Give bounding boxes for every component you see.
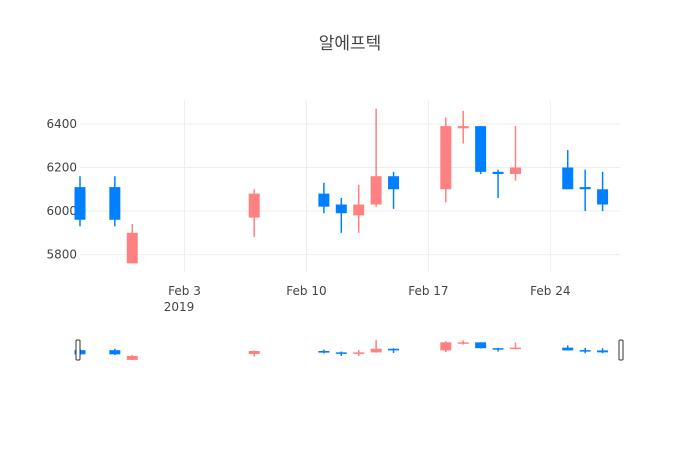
chart-title: 알에프텍 — [319, 34, 382, 54]
candle — [318, 182, 330, 214]
candle-body — [126, 232, 138, 264]
candle-body — [318, 193, 330, 207]
candle-body — [509, 167, 521, 175]
candle — [388, 171, 400, 209]
candle — [440, 341, 452, 353]
candle-body — [440, 342, 452, 351]
candle-body — [109, 350, 121, 355]
candle — [126, 354, 138, 360]
range-slider-background — [80, 331, 620, 371]
candle — [109, 176, 121, 227]
candle-body — [388, 348, 400, 351]
candle — [475, 126, 487, 175]
candle — [562, 150, 574, 190]
candle-body — [509, 347, 521, 350]
range-slider[interactable] — [74, 331, 624, 371]
candle — [579, 169, 591, 212]
candle — [335, 351, 347, 356]
candle — [509, 126, 521, 181]
candle — [475, 342, 487, 349]
candle — [388, 348, 400, 353]
candle-body — [579, 350, 591, 352]
candle — [579, 347, 591, 354]
x-tick-label: Feb 17 — [408, 284, 448, 298]
candle-body — [597, 189, 609, 205]
candles-main — [74, 108, 609, 264]
range-slider-candles — [74, 340, 609, 360]
candle-body — [335, 352, 347, 354]
candle-body — [318, 350, 330, 353]
candle-body — [353, 204, 365, 216]
x-tick-label: Feb 3 — [168, 284, 201, 298]
candle — [109, 348, 121, 356]
range-slider-right-handle[interactable] — [618, 339, 624, 361]
candle-body — [440, 126, 452, 190]
y-tick-label: 6200 — [46, 160, 77, 174]
candle-body — [562, 167, 574, 190]
candle-body — [335, 204, 347, 214]
y-tick-label: 6000 — [46, 204, 77, 218]
candle — [440, 117, 452, 203]
x-axis-year-label: 2019 — [164, 300, 195, 314]
candle — [370, 108, 382, 207]
candle — [370, 340, 382, 353]
candle — [562, 345, 574, 351]
candle-body — [457, 342, 469, 344]
candle — [318, 349, 330, 354]
candle-body — [370, 176, 382, 205]
candle-body — [475, 342, 487, 349]
candle-body — [475, 126, 487, 172]
candle — [248, 350, 260, 357]
candle — [74, 176, 86, 227]
candle-body — [388, 176, 400, 190]
candle — [457, 110, 469, 144]
range-slider-left-handle[interactable] — [75, 339, 81, 361]
candle-body — [492, 348, 504, 350]
candle — [335, 197, 347, 233]
candle-body — [370, 348, 382, 353]
candle — [353, 349, 365, 356]
y-tick-label: 5800 — [46, 248, 77, 262]
candle-body — [353, 352, 365, 354]
candle — [248, 189, 260, 238]
y-tick-label: 6400 — [46, 117, 77, 131]
candle-body — [492, 171, 504, 175]
candle-body — [109, 187, 121, 220]
x-tick-label: Feb 10 — [286, 284, 326, 298]
candle — [126, 224, 138, 264]
x-tick-label: Feb 24 — [530, 284, 570, 298]
candle — [492, 169, 504, 198]
candle — [353, 184, 365, 233]
candle — [509, 342, 521, 350]
candle-body — [597, 350, 609, 353]
x-axis: 2019 Feb 3 Feb 10 Feb 17 Feb 24 — [164, 284, 571, 314]
grid — [80, 100, 620, 272]
candle-body — [457, 126, 469, 129]
candle-body — [562, 347, 574, 351]
y-axis: 5800 6000 6200 6400 — [46, 117, 77, 262]
candle — [597, 171, 609, 212]
candle-body — [248, 350, 260, 355]
candle-body — [74, 187, 86, 220]
candle — [597, 348, 609, 354]
candle-body — [126, 355, 138, 360]
candle-body — [579, 187, 591, 190]
candle-body — [248, 193, 260, 218]
candle — [457, 340, 469, 345]
candle — [492, 347, 504, 352]
